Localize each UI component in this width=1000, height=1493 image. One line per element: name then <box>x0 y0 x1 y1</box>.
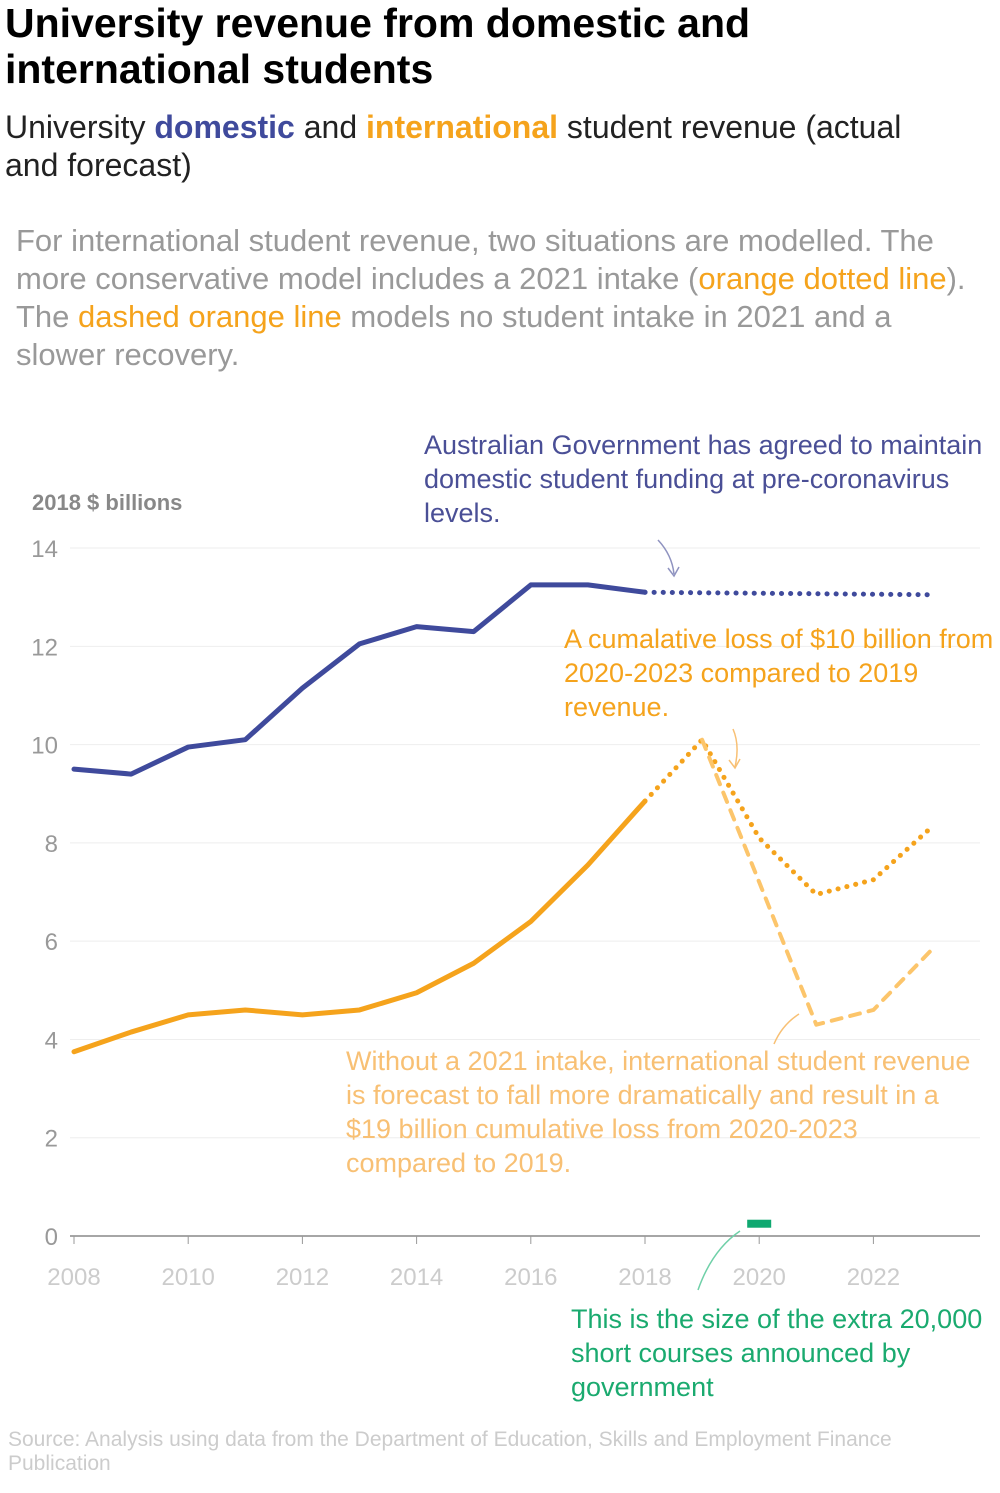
subtitle-pre: University <box>5 109 155 145</box>
arrow-domestic <box>657 539 675 575</box>
y-tick-label: 8 <box>45 831 58 858</box>
annotation-short-courses: This is the size of the extra 20,000 sho… <box>571 1304 983 1402</box>
short-courses-marker <box>747 1219 772 1228</box>
y-tick-label: 6 <box>45 929 58 956</box>
desc-highlight-dotted: orange dotted line <box>698 261 947 296</box>
arrow-head <box>728 758 741 770</box>
series-international_no_2021_intake <box>700 737 933 1027</box>
y-tick-label: 12 <box>31 634 58 661</box>
y-tick-label: 2 <box>45 1126 58 1153</box>
y-tick-label: 0 <box>45 1224 58 1251</box>
x-tick-label: 2018 <box>618 1264 671 1291</box>
desc-text: ). The <box>16 261 966 334</box>
arrow-19b <box>773 1013 800 1045</box>
x-tick-label: 2020 <box>733 1264 786 1291</box>
series-international_with_2021_intake <box>642 737 933 897</box>
chart-title: University revenue from domestic and int… <box>5 0 751 92</box>
y-tick-label: 10 <box>31 733 58 760</box>
subtitle-domestic: domestic <box>154 109 295 145</box>
annotation-domestic: Australian Government has agreed to main… <box>424 430 983 528</box>
annotation-19b-loss: Without a 2021 intake, international stu… <box>346 1046 971 1178</box>
annotation-10b-loss: A cumalative loss of $10 billion from 20… <box>564 624 994 722</box>
description: For international student revenue, two s… <box>16 222 976 374</box>
y-axis-label: 2018 $ billions <box>32 490 183 515</box>
series-international_actual <box>71 798 648 1055</box>
x-tick-label: 2012 <box>276 1264 329 1291</box>
x-tick-label: 2016 <box>504 1264 557 1291</box>
x-tick-label: 2010 <box>162 1264 215 1291</box>
desc-text: models no student intake in 2021 and a s… <box>16 299 892 372</box>
x-tick-label: 2008 <box>47 1264 100 1291</box>
y-tick-label: 4 <box>45 1027 58 1054</box>
x-tick-label: 2014 <box>390 1264 443 1291</box>
source-note: Source: Analysis using data from the Dep… <box>8 1428 892 1475</box>
x-tick-label: 2022 <box>847 1264 900 1291</box>
chart-subtitle: University domestic and international st… <box>5 108 925 184</box>
series-domestic_actual <box>71 582 648 777</box>
subtitle-post: student revenue (actual and forecast) <box>5 109 902 183</box>
subtitle-mid: and <box>294 109 367 145</box>
arrow-short-courses <box>697 1230 741 1291</box>
y-tick-label: 14 <box>31 536 58 563</box>
desc-text: For international student revenue, two s… <box>16 223 934 296</box>
series-domestic_forecast <box>642 589 933 598</box>
desc-highlight-dashed: dashed orange line <box>78 299 342 334</box>
subtitle-international: international <box>366 109 559 145</box>
arrow-head <box>667 566 680 578</box>
arrow-10b <box>732 728 738 768</box>
